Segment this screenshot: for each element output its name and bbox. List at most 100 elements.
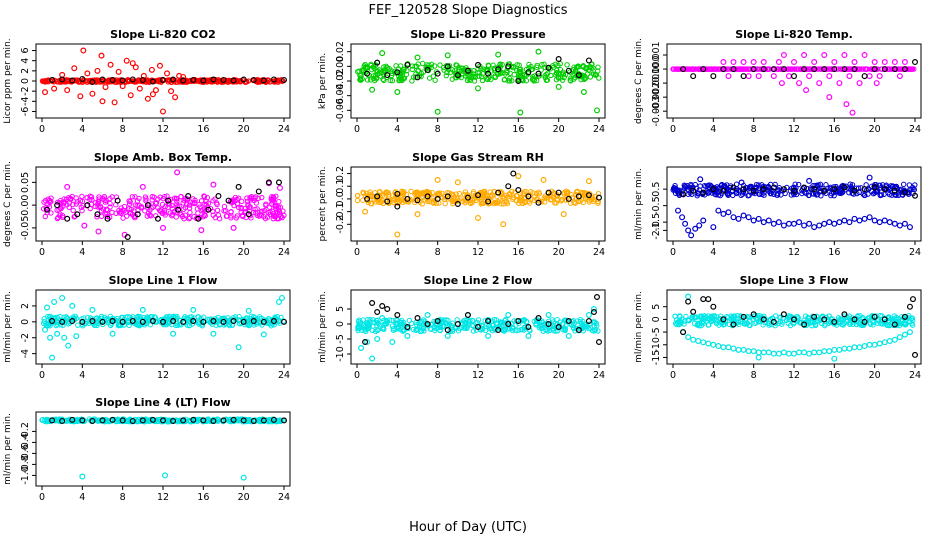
y-tick-label: -0.2 — [20, 422, 31, 441]
data-point — [495, 51, 502, 58]
y-tick-label: 0.00 — [20, 195, 31, 216]
data-point — [750, 217, 757, 224]
data-point — [463, 193, 470, 200]
data-point — [533, 322, 539, 328]
data-point — [542, 64, 548, 71]
x-tick-label: 12 — [157, 370, 169, 381]
data-point — [165, 201, 172, 207]
data-point — [257, 320, 264, 326]
data-point — [700, 66, 707, 73]
panel-title: Slope Line 1 Flow — [109, 274, 218, 287]
data-point — [386, 317, 393, 323]
panel-title: Slope Sample Flow — [735, 151, 852, 164]
data-point — [564, 62, 570, 68]
data-point — [437, 62, 443, 68]
y-tick-label: -0.1 — [335, 202, 346, 221]
data-point — [480, 325, 486, 332]
data-point — [714, 190, 720, 196]
data-point — [740, 313, 747, 320]
data-point — [811, 59, 818, 66]
data-point — [861, 52, 868, 59]
data-point — [200, 77, 207, 84]
data-point — [710, 341, 717, 348]
data-point — [95, 201, 101, 207]
data-point — [119, 417, 126, 424]
data-point — [517, 69, 523, 76]
data-point — [692, 225, 699, 232]
data-point — [896, 73, 903, 80]
data-point — [816, 349, 823, 356]
data-point — [826, 348, 833, 355]
data-point — [745, 73, 752, 80]
data-point — [371, 73, 377, 79]
data-point — [454, 62, 460, 69]
data-point — [367, 316, 373, 323]
data-point — [49, 354, 56, 361]
data-point — [479, 74, 485, 80]
data-point — [260, 77, 267, 84]
data-point — [685, 227, 692, 234]
data-point — [690, 73, 697, 80]
y-tick-label: 0.00 — [335, 56, 346, 77]
data-point — [72, 77, 78, 84]
data-point — [154, 215, 161, 222]
data-point — [114, 315, 120, 322]
data-point — [595, 328, 601, 334]
data-point — [469, 199, 475, 206]
data-point — [565, 333, 572, 340]
y-tick-label: -0.001 — [651, 68, 662, 99]
data-point — [69, 318, 76, 325]
data-point — [525, 324, 532, 331]
y-axis-label: percent per min. — [318, 167, 328, 242]
data-point — [760, 349, 767, 356]
y-tick-label: -0.6 — [20, 444, 31, 463]
data-point — [873, 80, 880, 87]
x-tick-label: 8 — [120, 492, 126, 503]
data-point — [59, 318, 66, 325]
data-point — [861, 73, 868, 80]
data-point — [181, 206, 187, 212]
data-point — [886, 219, 893, 226]
data-point — [518, 68, 524, 75]
data-point — [740, 59, 747, 66]
data-point — [839, 190, 845, 196]
data-point — [700, 296, 707, 303]
data-point — [399, 75, 405, 82]
data-point — [539, 199, 545, 205]
data-point — [81, 222, 88, 229]
data-point — [790, 316, 797, 323]
data-point — [364, 77, 371, 83]
data-point — [730, 321, 737, 328]
data-point — [710, 186, 717, 193]
data-point — [189, 321, 196, 327]
data-point — [103, 206, 110, 213]
data-point — [531, 77, 538, 83]
data-point — [874, 188, 881, 194]
data-point — [160, 224, 167, 231]
x-tick-label: 20 — [869, 124, 881, 135]
data-point — [444, 333, 451, 340]
data-point — [710, 303, 717, 310]
data-point — [141, 418, 147, 425]
data-point — [216, 216, 223, 222]
data-point — [418, 73, 424, 80]
x-tick-label: 8 — [751, 370, 757, 381]
data-point — [430, 199, 437, 205]
data-point — [585, 312, 592, 319]
data-point — [355, 323, 361, 329]
data-point — [119, 318, 126, 325]
y-axis-label: ml/min per min. — [3, 413, 13, 485]
data-point — [240, 474, 247, 481]
data-point — [95, 228, 102, 235]
x-axis-label: Hour of Day (UTC) — [409, 520, 527, 535]
data-point — [891, 220, 898, 227]
data-point — [851, 187, 858, 194]
data-point — [149, 197, 155, 203]
data-point — [690, 308, 697, 315]
panel-10: Slope Line 4 (LT) Flow ml/min per min. 0 4 8… — [3, 396, 291, 503]
data-point — [470, 317, 476, 324]
data-point — [770, 184, 777, 191]
data-point — [89, 306, 96, 313]
data-point — [870, 322, 876, 328]
data-point — [815, 182, 822, 188]
